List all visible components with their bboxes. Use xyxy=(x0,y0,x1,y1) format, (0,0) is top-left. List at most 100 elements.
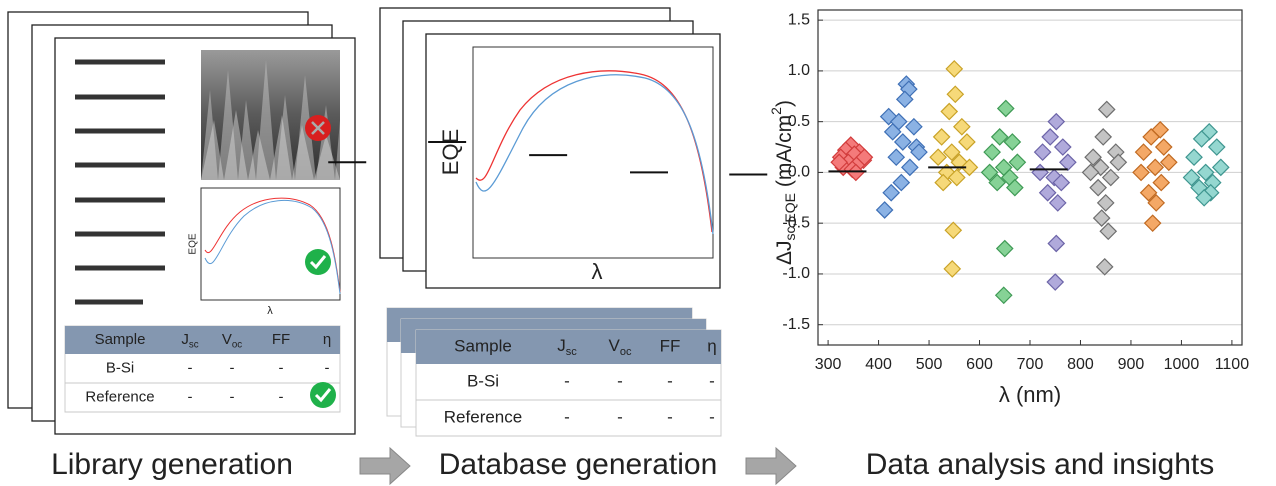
point xyxy=(1094,128,1113,146)
point xyxy=(1143,214,1162,233)
point xyxy=(910,143,928,161)
point xyxy=(1159,153,1178,172)
point xyxy=(1195,188,1213,207)
x-axis-label: λ (nm) xyxy=(999,382,1061,407)
eqe-plot xyxy=(472,46,714,259)
point xyxy=(1038,183,1057,202)
point xyxy=(882,183,901,202)
point xyxy=(980,163,999,182)
point xyxy=(945,60,964,78)
point xyxy=(943,260,962,278)
table-cell: Sample xyxy=(95,331,146,348)
table-header xyxy=(65,326,340,354)
point xyxy=(946,85,965,104)
point xyxy=(958,133,976,151)
point xyxy=(883,122,902,141)
plot-frame xyxy=(817,9,1243,346)
table-cell: - xyxy=(709,371,715,390)
caption: Database generation xyxy=(439,448,718,481)
point xyxy=(934,173,953,192)
arrow xyxy=(745,446,797,486)
x-tick-label: 300 xyxy=(815,356,842,373)
point xyxy=(988,173,1007,192)
point xyxy=(995,239,1014,258)
table-cell: B-Si xyxy=(467,371,499,390)
y-tick-label: 1.0 xyxy=(788,62,810,79)
text-lines xyxy=(75,59,165,305)
point xyxy=(947,168,966,187)
point xyxy=(1047,234,1066,253)
table-cell: Voc xyxy=(608,336,631,358)
cell-sub: oc xyxy=(232,339,242,350)
point xyxy=(1134,143,1153,161)
x-tick-label: 400 xyxy=(865,356,892,373)
point xyxy=(1048,194,1067,212)
point xyxy=(1207,138,1226,156)
table-cell: η xyxy=(323,331,331,348)
point xyxy=(940,102,959,121)
cell-main: J xyxy=(557,336,566,355)
sem-image xyxy=(201,50,340,180)
point xyxy=(1006,178,1024,197)
table-cell: B-Si xyxy=(106,359,134,376)
axis-label: λ xyxy=(267,305,273,317)
point xyxy=(1041,128,1060,146)
cell-sub: sc xyxy=(189,339,199,350)
y-axis-label: ΔJsc,EQE (mA/cm2) xyxy=(768,100,798,265)
point xyxy=(901,158,919,177)
point xyxy=(1052,173,1071,192)
point xyxy=(895,90,914,109)
axis-label: EQE xyxy=(438,129,463,175)
table-cell: - xyxy=(325,359,330,376)
point xyxy=(1097,100,1116,119)
point xyxy=(855,148,874,167)
y-tick-label: 1.5 xyxy=(788,11,810,28)
point xyxy=(994,286,1013,305)
y-tick-label: -0.5 xyxy=(782,214,810,231)
point xyxy=(960,158,979,177)
caption: Data analysis and insights xyxy=(866,448,1215,481)
point xyxy=(1211,158,1230,177)
point xyxy=(1089,178,1107,197)
label-main: ΔJ xyxy=(773,240,796,265)
x-tick-label: 600 xyxy=(966,356,993,373)
x-tick-label: 1000 xyxy=(1164,356,1200,373)
point xyxy=(953,117,971,136)
table-cell: - xyxy=(279,388,284,405)
x-tick-label: 700 xyxy=(1017,356,1044,373)
label-unit: (mA/cm xyxy=(773,115,796,193)
point xyxy=(1047,112,1066,131)
point xyxy=(1192,130,1211,148)
table-cell: - xyxy=(230,388,235,405)
point xyxy=(1154,138,1173,156)
table-cell: - xyxy=(564,371,570,390)
point xyxy=(1084,148,1102,167)
label-close: ) xyxy=(773,100,796,107)
table-cell: Reference xyxy=(444,407,522,426)
point xyxy=(847,163,865,182)
table-cell: - xyxy=(188,359,193,376)
axis-label: λ xyxy=(592,259,603,284)
table-cell: η xyxy=(707,336,716,355)
table-cell: Voc xyxy=(222,331,242,350)
table-cell: - xyxy=(617,371,623,390)
point xyxy=(1031,163,1049,182)
point xyxy=(1132,163,1150,182)
point xyxy=(1053,138,1072,156)
point xyxy=(1139,183,1158,202)
label-sub: sc,EQE xyxy=(782,193,798,240)
table-cell: - xyxy=(564,407,570,426)
check-mark xyxy=(314,388,332,403)
cell-sub: oc xyxy=(620,346,632,358)
table-cell: - xyxy=(617,407,623,426)
y-tick-label: -1.0 xyxy=(782,265,810,282)
x-tick-label: 800 xyxy=(1067,356,1094,373)
point xyxy=(1146,158,1165,177)
arrow xyxy=(359,446,411,486)
y-tick-label: 0.5 xyxy=(788,113,810,130)
point xyxy=(929,148,947,167)
point xyxy=(1003,133,1022,151)
cell-main: J xyxy=(181,331,189,348)
table-cell: - xyxy=(230,359,235,376)
